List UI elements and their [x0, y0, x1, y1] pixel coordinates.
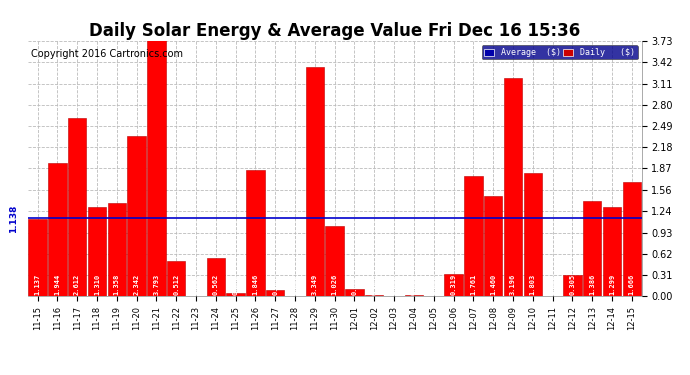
Text: 1.386: 1.386 [589, 274, 595, 295]
Bar [226, 293, 245, 296]
Bar [524, 173, 542, 296]
Text: 0.512: 0.512 [173, 274, 179, 295]
Text: 0.093: 0.093 [273, 274, 278, 295]
Text: 1.026: 1.026 [332, 274, 337, 295]
Text: 1.761: 1.761 [471, 274, 476, 295]
Title: Daily Solar Energy & Average Value Fri Dec 16 15:36: Daily Solar Energy & Average Value Fri D… [89, 22, 580, 40]
Text: 0.000: 0.000 [431, 274, 437, 295]
Text: 2.612: 2.612 [74, 274, 80, 295]
Text: 1.803: 1.803 [530, 274, 535, 295]
Bar [563, 275, 582, 296]
Text: 1.310: 1.310 [94, 274, 100, 295]
Bar [603, 207, 621, 296]
Text: 0.305: 0.305 [569, 274, 575, 295]
Text: 0.048: 0.048 [233, 274, 239, 295]
Text: 0.000: 0.000 [193, 274, 199, 295]
Text: 2.342: 2.342 [134, 274, 139, 295]
Text: 1.666: 1.666 [629, 274, 635, 295]
Bar [583, 201, 602, 296]
Bar [128, 136, 146, 296]
Text: 0.112: 0.112 [351, 274, 357, 295]
Text: 0.021: 0.021 [411, 274, 417, 295]
Text: 0.000: 0.000 [391, 274, 397, 295]
Legend: Average  ($), Daily   ($): Average ($), Daily ($) [482, 45, 638, 59]
Bar [266, 290, 284, 296]
Bar [484, 196, 502, 296]
Bar [444, 274, 463, 296]
Text: 1.299: 1.299 [609, 274, 615, 295]
Bar [464, 176, 482, 296]
Bar [147, 37, 166, 296]
Bar [404, 295, 423, 296]
Bar [306, 67, 324, 296]
Text: 1.137: 1.137 [34, 274, 41, 295]
Bar [326, 226, 344, 296]
Bar [48, 164, 66, 296]
Text: 1.138: 1.138 [9, 204, 18, 232]
Text: 1.944: 1.944 [55, 274, 60, 295]
Text: 1.358: 1.358 [114, 274, 120, 295]
Bar [246, 170, 265, 296]
Text: 0.319: 0.319 [451, 274, 457, 295]
Text: 3.793: 3.793 [153, 274, 159, 295]
Text: 3.196: 3.196 [510, 274, 516, 295]
Text: 3.349: 3.349 [312, 274, 318, 295]
Text: 1.846: 1.846 [253, 274, 259, 295]
Bar [622, 182, 641, 296]
Text: 1.460: 1.460 [490, 274, 496, 295]
Text: 0.000: 0.000 [292, 274, 298, 295]
Bar [28, 219, 47, 296]
Text: 0.005: 0.005 [549, 274, 555, 295]
Bar [504, 78, 522, 296]
Text: 0.562: 0.562 [213, 274, 219, 295]
Bar [88, 207, 106, 296]
Text: 0.013: 0.013 [371, 274, 377, 295]
Bar [167, 261, 186, 296]
Bar [206, 258, 225, 296]
Text: Copyright 2016 Cartronics.com: Copyright 2016 Cartronics.com [30, 49, 183, 59]
Bar [345, 289, 364, 296]
Bar [68, 118, 86, 296]
Bar [108, 203, 126, 296]
